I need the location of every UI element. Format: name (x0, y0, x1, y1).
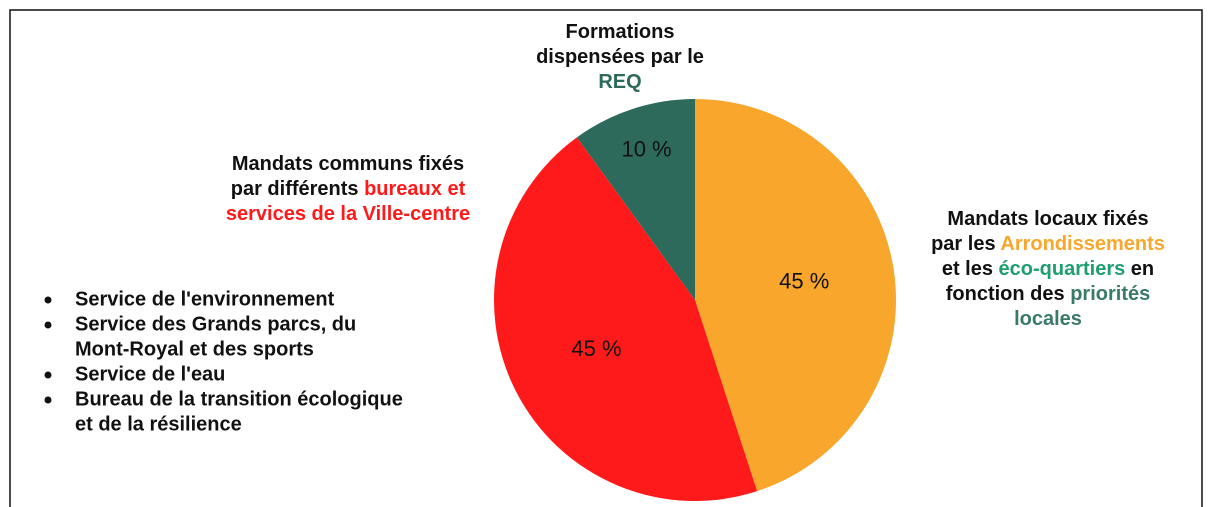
annotation-run: bureaux et (364, 178, 465, 200)
bullet-dot (44, 296, 52, 304)
annotation-line: par différents bureaux et (231, 178, 466, 200)
bullet-text: Bureau de la transition écologique (75, 388, 403, 410)
frame (9, 9, 1203, 507)
bullet-text: Service de l'environnement (75, 288, 335, 310)
annotation-line: Mandats locaux fixés (947, 208, 1148, 230)
slice-label: 45 % (779, 269, 829, 294)
annotation-run: Formations (566, 21, 675, 43)
annotation-run: dispensées par le (536, 46, 704, 68)
pie-slice (695, 99, 896, 492)
annotation: Formations dispensées par le REQ (536, 21, 704, 93)
annotation-run: par différents (231, 178, 364, 200)
bullet-dot (44, 396, 52, 404)
bullet-dot (44, 371, 52, 379)
annotation-run: fonction des (946, 283, 1070, 305)
annotation: Mandats communs fixés par différents bure… (226, 153, 470, 225)
annotation-run: Arrondissements (1000, 233, 1165, 255)
bullet-dot (44, 321, 52, 329)
annotation-line: REQ (598, 71, 641, 93)
annotation-run: services de la Ville-centre (226, 203, 470, 225)
annotation-line: dispensées par le (536, 46, 704, 68)
annotation-line: par les Arrondissements (931, 233, 1165, 255)
annotation-run: en (1125, 258, 1154, 280)
pie-slice (494, 137, 758, 502)
bullet-text: Service des Grands parcs, du (75, 313, 356, 335)
slice-label: 10 % (621, 137, 671, 162)
annotation-run: Mandats locaux fixés (947, 208, 1148, 230)
annotation-line: Mandats communs fixés (232, 153, 464, 175)
annotation-run: éco-quartiers (999, 258, 1126, 280)
pie-slice (576, 99, 695, 300)
annotation-run: Mandats communs fixés (232, 153, 464, 175)
annotation-run: REQ (598, 71, 641, 93)
bullet-text: Service de l'eau (75, 363, 225, 385)
annotation-line: et les éco-quartiers en (942, 258, 1154, 280)
annotation-run: et les (942, 258, 999, 280)
bullet-text: et de la résilience (75, 413, 242, 435)
slice-label: 45 % (571, 336, 621, 361)
annotation-run: priorités (1070, 283, 1150, 305)
annotation-line: Formations (566, 21, 675, 43)
annotation-line: services de la Ville-centre (226, 203, 470, 225)
annotation-run: par les (931, 233, 1000, 255)
annotation: Mandats locaux fixés par les Arrondisseme… (931, 208, 1165, 330)
annotation-run: locales (1014, 308, 1082, 330)
annotation-line: fonction des priorités (946, 283, 1150, 305)
bullet-text: Mont-Royal et des sports (75, 338, 314, 360)
annotation-line: locales (1014, 308, 1082, 330)
